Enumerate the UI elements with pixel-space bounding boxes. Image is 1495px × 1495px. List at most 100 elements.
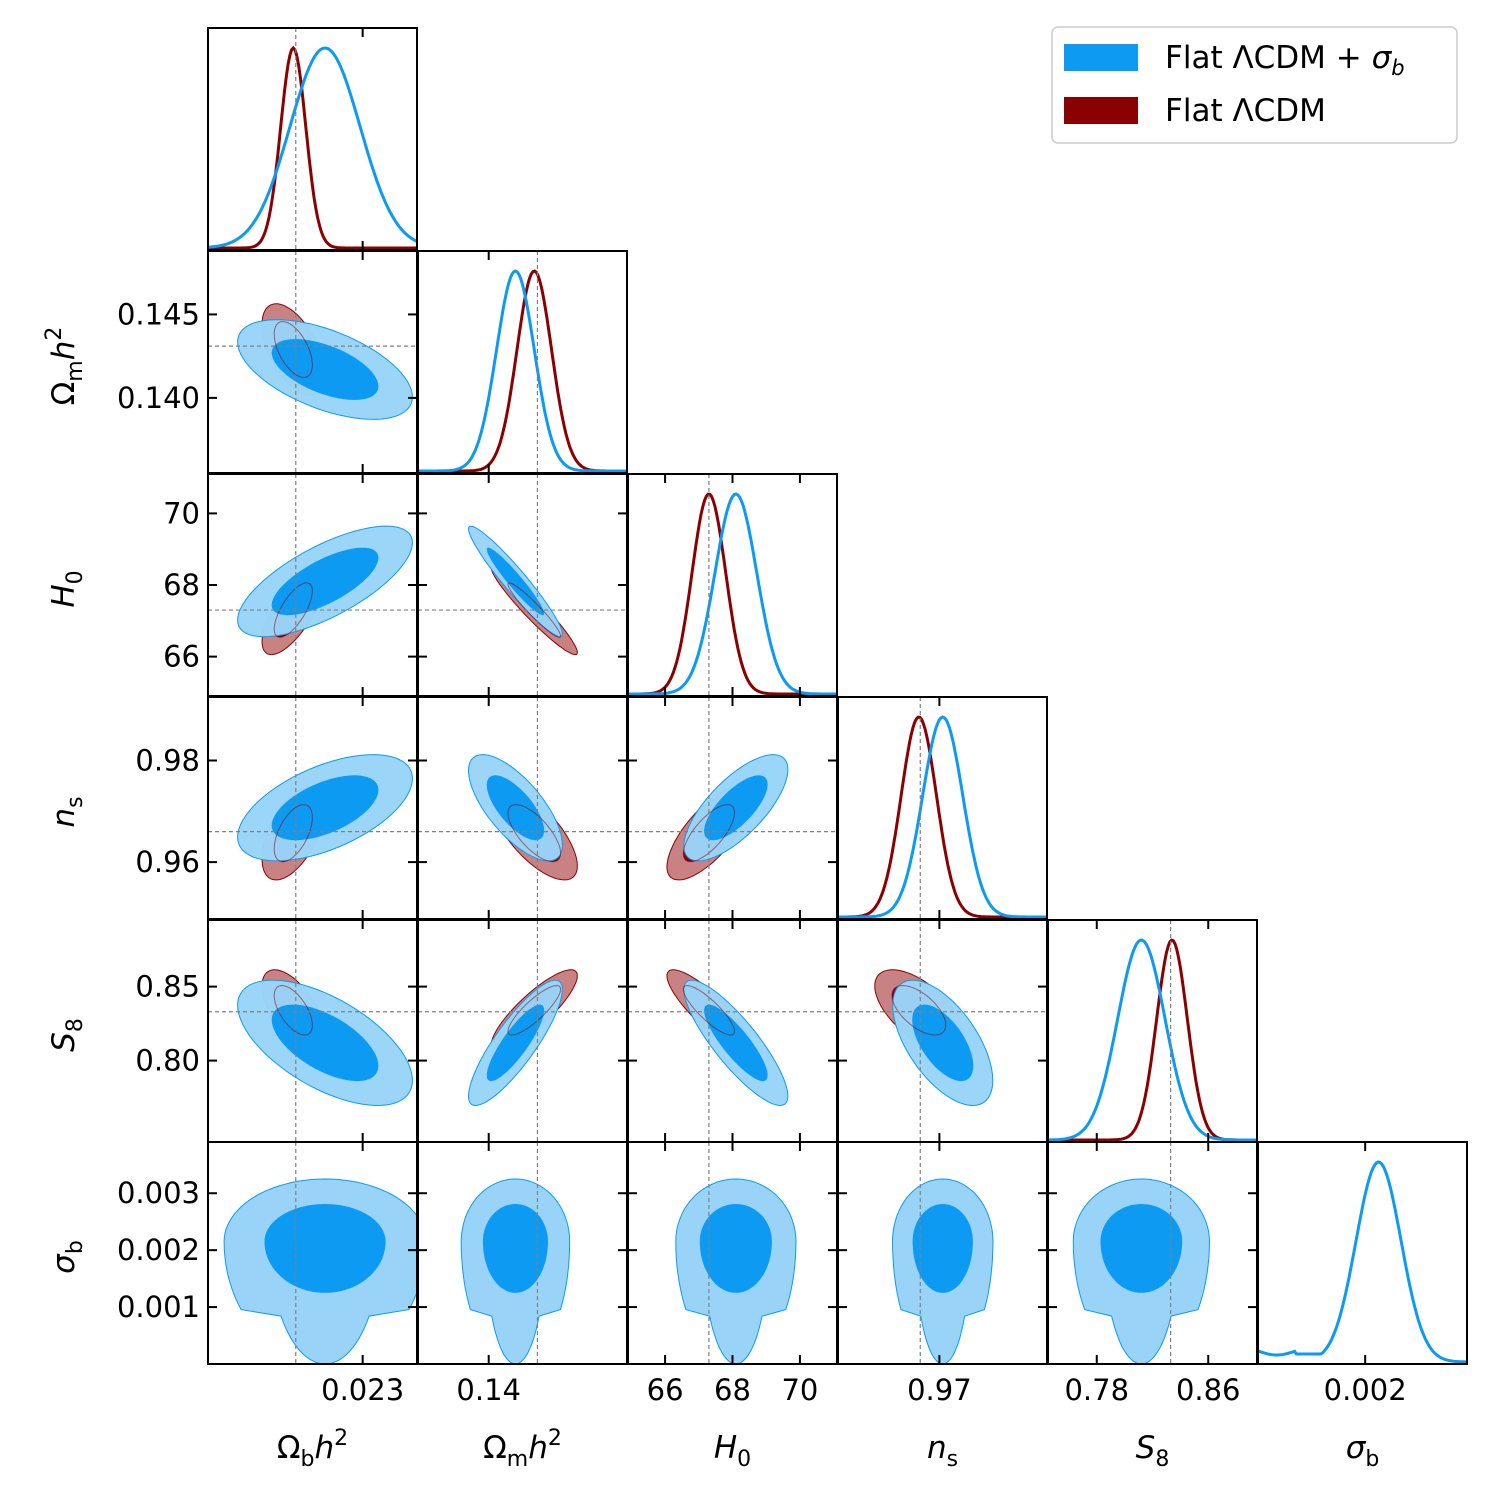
xtick-label-h0: 66 — [647, 1373, 684, 1407]
panel-h0-vs-om — [417, 473, 628, 697]
panel-s8-vs-s8 — [1047, 919, 1258, 1143]
contour-sigb-1sigma-ns — [912, 1204, 973, 1293]
ytick-label-s8: 0.80 — [135, 1044, 200, 1078]
contour-sigb-1sigma-h0-ob — [271, 547, 379, 616]
ytick-label-om: 0.140 — [117, 381, 200, 415]
marginal-lcdm-ns — [838, 715, 1047, 919]
contour-lcdm-1sigma-outline-ns-h0 — [682, 804, 736, 863]
contour-lcdm-1sigma-outline-ns-ob — [273, 804, 313, 863]
ytick-label-sb: 0.001 — [117, 1290, 200, 1324]
panel-ns-vs-ob: 0.96 0.98 — [135, 696, 418, 920]
contour-lcdm-1sigma-outline-s8-ns — [891, 984, 947, 1036]
contour-lcdm-1sigma-outline-s8-h0 — [682, 984, 736, 1036]
marginal-sigb-ob — [208, 46, 417, 249]
xtick-label-om: 0.14 — [456, 1373, 521, 1407]
panel-om-vs-ob: 0.140 0.145 — [117, 250, 418, 474]
marginal-lcdm-ob — [208, 45, 417, 250]
panel-s8-vs-ob: 0.80 0.85 — [135, 919, 418, 1143]
contour-sigb-1sigma-ns-ob — [271, 775, 379, 841]
panel-ns-vs-h0 — [627, 696, 838, 920]
xaxis-label-sb: σb — [1346, 1430, 1380, 1472]
panel-sb-vs-sb — [1257, 1141, 1468, 1365]
contour-sigb-1sigma-h0-om — [486, 547, 545, 616]
ytick-label-s8: 0.85 — [135, 970, 200, 1004]
ytick-label-h0: 70 — [163, 496, 200, 530]
ytick-label-h0: 68 — [163, 568, 200, 602]
panel-s8-vs-om — [417, 919, 628, 1143]
contour-sigb-1sigma-om-ob — [271, 339, 379, 400]
contour-sigb-1sigma-h0 — [699, 1204, 772, 1293]
ytick-label-sb: 0.002 — [117, 1233, 200, 1267]
contour-lcdm-1sigma-outline-h0-om — [507, 582, 562, 638]
xtick-label-h0: 68 — [714, 1373, 751, 1407]
yaxis-label-h0: H0 — [46, 570, 88, 607]
yaxis-label-sb: σb — [46, 1240, 88, 1274]
xaxis-label-om: Ωmh2 — [483, 1426, 562, 1472]
xaxis-label-ob: Ωbh2 — [277, 1426, 348, 1472]
contour-lcdm-1sigma-outline-om-ob — [273, 321, 313, 378]
panel-frame — [1257, 1141, 1468, 1365]
panel-h0-vs-h0 — [627, 473, 838, 697]
marginal-lcdm-s8 — [1048, 938, 1257, 1142]
xtick-label-ob: 0.023 — [321, 1373, 404, 1407]
xtick-label-ns: 0.97 — [907, 1373, 972, 1407]
ytick-label-om: 0.145 — [117, 297, 200, 331]
panel-s8-vs-h0 — [627, 919, 838, 1143]
panel-om-vs-om — [417, 250, 628, 474]
xtick-label-sb: 0.002 — [1324, 1373, 1407, 1407]
contour-sigb-1sigma-ns-h0 — [704, 775, 768, 841]
contour-lcdm-1sigma-outline-h0-ob — [273, 582, 313, 638]
panel-ns-vs-om — [417, 696, 628, 920]
yaxis-label-om: Ωmh2 — [42, 327, 88, 406]
ytick-label-ns: 0.98 — [135, 744, 200, 778]
marginal-lcdm-om — [418, 269, 627, 473]
contour-sigb-1sigma-ob — [264, 1204, 386, 1293]
marginal-sigb-h0 — [628, 492, 837, 696]
marginal-sigb-s8 — [1048, 938, 1257, 1142]
contour-sigb-1sigma-s8-ob — [271, 1004, 379, 1082]
panel-sb-vs-ob: 0.001 0.002 0.003 — [117, 1141, 418, 1365]
contour-sigb-1sigma-ns-om — [486, 775, 545, 841]
contour-sigb-1sigma-s8-om — [486, 1004, 545, 1082]
marginal-lcdm-h0 — [628, 492, 837, 696]
legend-frame — [1051, 26, 1458, 144]
panel-s8-vs-ns — [837, 919, 1048, 1143]
marginal-sigb-om — [418, 269, 627, 473]
contour-sigb-1sigma-s8 — [1100, 1204, 1183, 1293]
marginal-sigb-ns — [838, 715, 1047, 919]
contour-sigb-1sigma-om — [482, 1204, 548, 1293]
panel-ns-vs-ns — [837, 696, 1048, 920]
ytick-label-sb: 0.003 — [117, 1176, 200, 1210]
contour-lcdm-1sigma-outline-s8-ob — [273, 984, 313, 1036]
contour-lcdm-1sigma-outline-s8-om — [507, 984, 562, 1036]
contour-sigb-1sigma-s8-ns — [912, 1004, 974, 1082]
panel-sb-vs-s8 — [1047, 1141, 1258, 1365]
xaxis-label-ns: ns — [927, 1430, 958, 1472]
panel-ob-vs-ob — [207, 27, 418, 251]
xtick-label-h0: 70 — [781, 1373, 818, 1407]
contour-sigb-1sigma-s8-h0 — [704, 1004, 768, 1082]
xtick-label-s8: 0.86 — [1176, 1373, 1241, 1407]
xaxis-label-h0: H0 — [714, 1430, 751, 1472]
ytick-label-h0: 66 — [163, 640, 200, 674]
xtick-label-s8: 0.78 — [1064, 1373, 1129, 1407]
yaxis-label-ns: ns — [46, 796, 88, 827]
panels-layer: 0.1400.1456668700.960.980.800.850.0010.0… — [42, 27, 1468, 1472]
contour-lcdm-1sigma-outline-ns-om — [507, 804, 562, 863]
xaxis-label-s8: S8 — [1136, 1430, 1170, 1472]
panel-frame — [627, 473, 838, 697]
panel-frame — [837, 696, 1048, 920]
legend-label-sigb: Flat ΛCDM + σb — [1165, 40, 1405, 80]
yaxis-label-s8: S8 — [46, 1018, 88, 1052]
legend-swatch-sigb — [1064, 44, 1138, 71]
panel-sb-vs-h0 — [627, 1141, 838, 1365]
ytick-label-ns: 0.96 — [135, 845, 200, 879]
legend: Flat ΛCDM + σb Flat ΛCDM — [1051, 26, 1458, 144]
panel-h0-vs-ob: 66 68 70 — [163, 473, 418, 697]
legend-swatch-lcdm — [1064, 97, 1138, 124]
marginal-sigb-sb — [1258, 1160, 1467, 1364]
panel-sb-vs-ns — [837, 1141, 1048, 1365]
panel-frame — [1047, 919, 1258, 1143]
legend-label-lcdm: Flat ΛCDM — [1165, 93, 1326, 129]
